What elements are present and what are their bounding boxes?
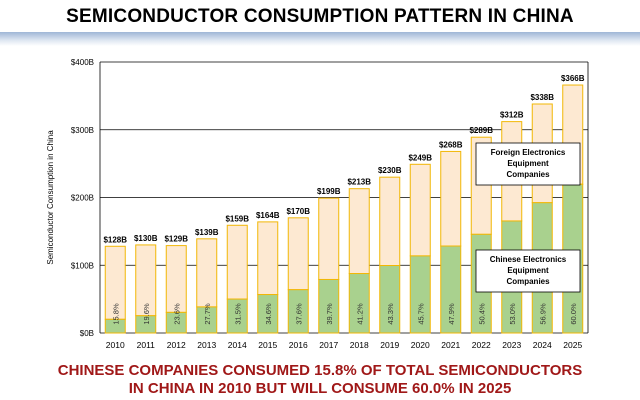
bar-chinese-segment [348, 273, 370, 334]
total-value-label: $289B [469, 126, 493, 135]
legend-foreign-text: Equipment [507, 159, 549, 168]
x-tick-label: 2019 [380, 340, 399, 350]
x-tick-label: 2014 [228, 340, 247, 350]
bar-chinese-segment [440, 245, 462, 334]
bar-foreign-segment [379, 176, 401, 267]
share-percent-label: 41.2% [355, 303, 364, 325]
x-tick-label: 2018 [350, 340, 369, 350]
bar-chinese-segment [379, 265, 401, 334]
share-percent-label: 47.9% [447, 303, 456, 325]
y-tick-label: $100B [71, 261, 94, 270]
x-tick-label: 2021 [441, 340, 460, 350]
bar-chinese-segment [196, 306, 218, 334]
legend-foreign-text: Foreign Electronics [491, 148, 566, 157]
y-axis-title: Semiconductor Consumption in China [46, 130, 55, 265]
share-percent-label: 60.0% [569, 303, 578, 325]
bar-foreign-segment [226, 224, 248, 300]
share-percent-label: 23.6% [172, 303, 181, 325]
bar-chinese-segment [287, 289, 309, 334]
share-percent-label: 39.7% [325, 303, 334, 325]
total-value-label: $199B [317, 187, 341, 196]
legend-foreign-text: Companies [506, 170, 550, 179]
share-percent-label: 31.5% [233, 303, 242, 325]
x-tick-label: 2024 [533, 340, 552, 350]
legend-chinese-box [475, 249, 581, 293]
total-value-label: $129B [164, 235, 188, 244]
bar-chinese-segment [135, 315, 157, 334]
share-percent-label: 56.9% [538, 303, 547, 325]
share-percent-label: 19.6% [142, 303, 151, 325]
total-value-label: $128B [103, 235, 127, 244]
x-tick-label: 2010 [106, 340, 125, 350]
footer-line-1: CHINESE COMPANIES CONSUMED 15.8% OF TOTA… [57, 362, 583, 379]
share-percent-label: 27.7% [203, 303, 212, 325]
bar-foreign-segment [196, 238, 218, 308]
bar-foreign-segment [409, 163, 431, 257]
x-tick-label: 2016 [289, 340, 308, 350]
bar-chinese-segment [318, 278, 340, 334]
total-value-label: $213B [347, 178, 371, 187]
x-tick-label: 2025 [563, 340, 582, 350]
y-tick-label: $200B [71, 194, 94, 203]
legend-chinese-text: Companies [506, 277, 550, 286]
bar-foreign-segment [348, 188, 370, 275]
footer-line-2: IN CHINA IN 2010 BUT WILL CONSUME 60.0% … [128, 380, 512, 397]
share-percent-label: 43.3% [386, 303, 395, 325]
share-percent-label: 45.7% [416, 303, 425, 325]
bar-foreign-segment [257, 221, 279, 296]
x-tick-label: 2013 [197, 340, 216, 350]
total-value-label: $170B [286, 207, 310, 216]
labels: $0B $100B $200B $300B $400B Semiconductor Con… [46, 58, 585, 350]
share-percent-label: 37.6% [294, 303, 303, 325]
bar-foreign-segment [440, 150, 462, 247]
x-tick-label: 2017 [319, 340, 338, 350]
share-percent-label: 53.0% [508, 303, 517, 325]
title-underline-band [0, 32, 640, 46]
y-tick-label: $0B [80, 329, 94, 338]
total-value-label: $366B [561, 74, 585, 83]
bars [104, 84, 584, 334]
legend-foreign-box [475, 142, 581, 186]
total-value-label: $130B [134, 234, 158, 243]
total-value-label: $268B [439, 140, 463, 149]
chart-title: SEMICONDUCTOR CONSUMPTION PATTERN IN CHI… [66, 6, 574, 27]
x-tick-label: 2015 [258, 340, 277, 350]
bar-chinese-segment [226, 298, 248, 334]
total-value-label: $230B [378, 166, 402, 175]
bar-chinese-segment [104, 318, 126, 334]
bar-chinese-segment [165, 311, 187, 334]
total-value-label: $249B [408, 153, 432, 162]
y-tick-label: $300B [71, 126, 94, 135]
x-tick-label: 2022 [472, 340, 491, 350]
total-value-label: $164B [256, 211, 280, 220]
total-value-label: $312B [500, 111, 524, 120]
bar-chinese-segment [409, 255, 431, 334]
bar-foreign-segment [165, 245, 187, 313]
share-percent-label: 15.8% [111, 303, 120, 325]
x-tick-label: 2020 [411, 340, 430, 350]
share-percent-label: 34.6% [264, 303, 273, 325]
legend-boxes: Foreign Electronics Equipment Companies Chi… [475, 142, 581, 293]
legend-chinese-text: Equipment [507, 266, 549, 275]
share-percent-label: 50.4% [477, 303, 486, 325]
bar-chinese-segment [257, 294, 279, 334]
bar-foreign-segment [318, 197, 340, 280]
x-tick-label: 2011 [137, 340, 156, 350]
x-tick-label: 2012 [167, 340, 186, 350]
bar-foreign-segment [287, 217, 309, 291]
x-tick-label: 2023 [502, 340, 521, 350]
total-value-label: $139B [195, 228, 219, 237]
legend-chinese-text: Chinese Electronics [490, 255, 567, 264]
y-tick-label: $400B [71, 58, 94, 67]
total-value-label: $338B [530, 93, 554, 102]
total-value-label: $159B [225, 214, 249, 223]
